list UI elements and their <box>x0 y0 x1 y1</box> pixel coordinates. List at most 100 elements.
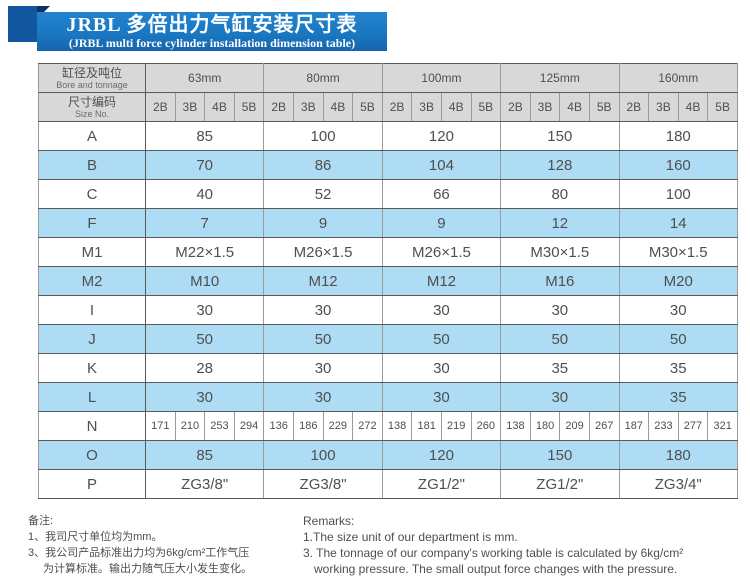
dim-cell: M12 <box>381 266 502 296</box>
bore-header: 63mm <box>144 63 265 93</box>
dim-cell: 171 <box>145 411 176 441</box>
dim-cell: 186 <box>292 411 324 441</box>
dimension-table: 缸径及吨位 Bore and tonnage 63mm 80mm 100mm 125mm 1… <box>38 63 738 499</box>
table-row: J 50 50 50 50 50 <box>38 324 738 354</box>
corner-size-no: 尺寸编码 Size No. <box>38 92 146 122</box>
row-label: J <box>38 324 146 354</box>
size-col-header: 4B <box>559 92 590 122</box>
row-label: P <box>38 469 146 499</box>
dim-cell: ZG3/8" <box>263 469 383 499</box>
row-label: O <box>38 440 146 470</box>
table-row: M2 M10 M12 M12 M16 M20 <box>38 266 738 296</box>
dim-cell: 277 <box>677 411 709 441</box>
dim-cell: 80 <box>500 179 620 209</box>
row-label: K <box>38 353 146 383</box>
table-row: C 40 52 66 80 100 <box>38 179 738 209</box>
dim-cell: 50 <box>381 324 502 354</box>
dim-cell: 150 <box>500 440 620 470</box>
dim-cell: 180 <box>529 411 561 441</box>
remarks-chinese: 备注: 1、我司尺寸单位均为mm。 3、我公司产品标准出力均为6kg/cm²工作… <box>28 513 300 577</box>
dim-cell: 30 <box>500 295 620 325</box>
dim-cell: 30 <box>618 295 738 325</box>
remark-line: 1.The size unit of our department is mm. <box>303 530 518 544</box>
header-row-size-no: 尺寸编码 Size No. 2B 3B 4B 5B 2B 3B 4B 5B 2B 3B 4B 5B 2B 3B… <box>38 92 738 122</box>
corner-bore-and-tonnage-zh: 缸径及吨位 <box>61 65 122 80</box>
row-label: A <box>38 121 146 151</box>
dim-cell: 35 <box>618 382 738 412</box>
dim-cell: M12 <box>263 266 383 296</box>
row-label: L <box>38 382 146 412</box>
dim-cell: 85 <box>144 121 265 151</box>
dim-cell: 30 <box>381 295 502 325</box>
dim-cell: 136 <box>263 411 294 441</box>
dim-cell: 50 <box>144 324 265 354</box>
dim-cell: 181 <box>411 411 442 441</box>
table-row: M1 M22×1.5 M26×1.5 M26×1.5 M30×1.5 M30×1.5 <box>38 237 738 267</box>
dim-cell: ZG1/2" <box>500 469 620 499</box>
size-col-header: 2B <box>145 92 176 122</box>
row-label: B <box>38 150 146 180</box>
size-col-header: 4B <box>322 92 354 122</box>
remarks-english: Remarks: 1.The size unit of our departme… <box>303 513 743 577</box>
dim-cell: 150 <box>500 121 620 151</box>
bore-header: 80mm <box>263 63 383 93</box>
dim-cell: M30×1.5 <box>618 237 738 267</box>
dim-cell: 30 <box>263 353 383 383</box>
remark-line: 为计算标准。输出力随气压大小发生变化。 <box>43 563 252 575</box>
dim-cell: ZG3/8" <box>144 469 265 499</box>
size-col-header: 3B <box>411 92 442 122</box>
dim-cell: 100 <box>618 179 738 209</box>
dim-cell: 104 <box>381 150 502 180</box>
size-col-header: 5B <box>588 92 620 122</box>
title-banner: JRBL 多倍出力气缸安装尺寸表 (JRBL multi force cylin… <box>37 12 387 51</box>
dim-cell: 253 <box>204 411 235 441</box>
dim-cell: 7 <box>144 208 265 238</box>
size-col-header: 5B <box>233 92 265 122</box>
size-col-header: 5B <box>352 92 383 122</box>
size-col-header: 3B <box>529 92 561 122</box>
dim-cell: 30 <box>144 382 265 412</box>
dim-cell: 138 <box>500 411 531 441</box>
dim-cell: 12 <box>500 208 620 238</box>
page-subtitle: (JRBL multi force cylinder installation … <box>68 36 356 50</box>
title-decoration-square <box>8 6 37 42</box>
size-col-header: 5B <box>707 92 738 122</box>
remark-line: 3、我公司产品标准出力均为6kg/cm²工作气压 <box>28 547 250 559</box>
corner-bore-and-tonnage-en: Bore and tonnage <box>56 79 128 90</box>
dim-cell: 86 <box>263 150 383 180</box>
dim-cell: M20 <box>618 266 738 296</box>
row-label: F <box>38 208 146 238</box>
size-col-header: 3B <box>174 92 206 122</box>
header-row-bore: 缸径及吨位 Bore and tonnage 63mm 80mm 100mm 125mm 1… <box>38 63 738 93</box>
corner-bore-and-tonnage: 缸径及吨位 Bore and tonnage <box>38 63 146 93</box>
size-col-header: 2B <box>263 92 294 122</box>
bore-header: 160mm <box>618 63 738 93</box>
corner-size-no-zh: 尺寸编码 <box>67 94 116 109</box>
bore-header: 125mm <box>500 63 620 93</box>
dim-cell: 120 <box>381 121 502 151</box>
dim-cell: 267 <box>588 411 620 441</box>
dim-cell: M26×1.5 <box>263 237 383 267</box>
dim-cell: 30 <box>263 295 383 325</box>
dim-cell: 28 <box>144 353 265 383</box>
dim-cell: 30 <box>144 295 265 325</box>
dim-cell: 30 <box>381 382 502 412</box>
table-row: N 171 210 253 294 136 186 229 272 138 181 219 260 138… <box>38 411 738 441</box>
row-label: M1 <box>38 237 146 267</box>
row-label: N <box>38 411 146 441</box>
dim-cell: 180 <box>618 121 738 151</box>
size-col-header: 4B <box>204 92 235 122</box>
size-col-header: 3B <box>292 92 324 122</box>
table-row: L 30 30 30 30 35 <box>38 382 738 412</box>
dim-cell: 35 <box>618 353 738 383</box>
remarks-zh-title: 备注: <box>28 515 54 527</box>
dim-cell: 30 <box>381 353 502 383</box>
dim-cell: 180 <box>618 440 738 470</box>
dim-cell: 66 <box>381 179 502 209</box>
dim-cell: 210 <box>174 411 206 441</box>
remark-line: working pressure. The small output force… <box>314 562 678 576</box>
table-row: P ZG3/8" ZG3/8" ZG1/2" ZG1/2" ZG3/4" <box>38 469 738 499</box>
dim-cell: 35 <box>500 353 620 383</box>
dim-cell: 100 <box>263 121 383 151</box>
dim-cell: 321 <box>707 411 738 441</box>
